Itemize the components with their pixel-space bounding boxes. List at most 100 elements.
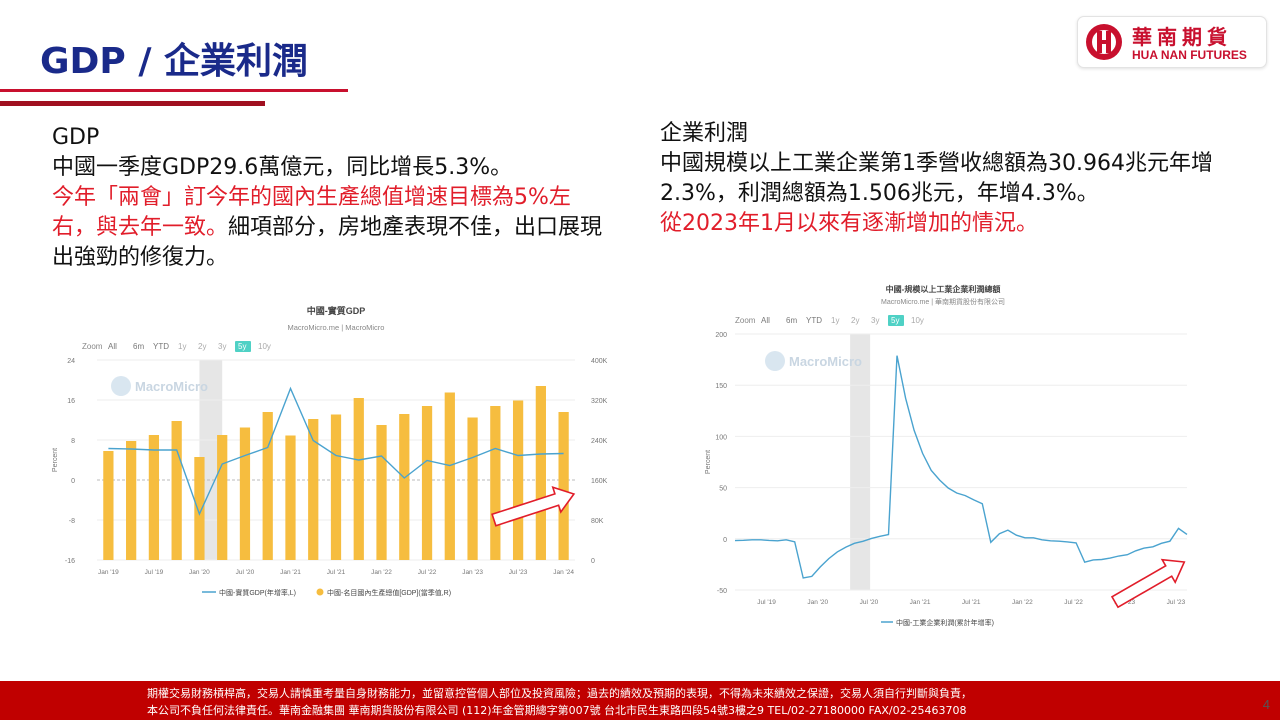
zoom-option-all: All: [108, 342, 117, 351]
zoom-selected-highlight: [235, 341, 251, 352]
real-gdp-chart: 中國-實質GDP MacroMicro.me | MacroMicro Zoom Al…: [52, 305, 608, 597]
x-tick-label: Jul '21: [327, 569, 346, 576]
gdp-text-block: GDP 中國一季度GDP29.6萬億元，同比增長5.3%。 今年「兩會」訂今年的…: [52, 123, 612, 273]
zoom-option-2y: 2y: [198, 342, 206, 351]
gdp-bar: [490, 406, 501, 560]
zoom-option-10y: 10y: [911, 316, 924, 325]
x-tick-label: Jan '21: [910, 599, 931, 606]
gdp-paragraph: 今年「兩會」訂今年的國內生產總值增速目標為5%左右，與去年一致。細項部分，房地產…: [52, 183, 612, 273]
gdp-bar: [126, 441, 137, 560]
disclaimer-line-2: 本公司不負任何法律責任。華南金融集團 華南期貨股份有限公司 (112)年金管期總…: [147, 704, 967, 717]
x-tick-label: Jan '24: [553, 569, 574, 576]
hua-nan-logo-icon: [1086, 24, 1122, 60]
zoom-selected-highlight: [888, 315, 904, 326]
zoom-label: Zoom: [82, 342, 103, 351]
zoom-option-2y: 2y: [851, 316, 859, 325]
y-axis-label: Percent: [705, 450, 712, 474]
gdp-detail: 細項部分，房地產表現不佳，出口展現出強勁的修復力。: [52, 215, 603, 270]
zoom-option-all: All: [761, 316, 770, 325]
zoom-option-1y: 1y: [178, 342, 186, 351]
zoom-option-ytd: YTD: [153, 342, 169, 351]
gdp-bar: [285, 435, 296, 560]
y-tick: 150: [715, 383, 727, 390]
profit-trend-highlight: 從2023年1月以來有逐漸增加的情況。: [660, 211, 1038, 236]
gdp-bar: [262, 412, 273, 560]
y-tick: 100: [715, 434, 727, 441]
profit-text-block: 企業利潤 中國規模以上工業企業第1季營收總額為30.964兆元年增2.3%，利潤…: [660, 119, 1275, 239]
y-tick-right: 0: [591, 558, 595, 565]
y-tick-right: 240K: [591, 438, 608, 445]
legend-bar-swatch: [316, 588, 324, 596]
logo-chinese-name: 華南期貨: [1132, 25, 1232, 49]
y-tick: 50: [719, 486, 727, 493]
gdp-bar: [444, 392, 455, 560]
x-tick-label: Jan '19: [98, 569, 119, 576]
zoom-option-5y: 5y: [238, 342, 246, 351]
zoom-label: Zoom: [735, 316, 756, 325]
gdp-summary: 中國一季度GDP29.6萬億元，同比增長5.3%。: [52, 155, 513, 180]
trend-arrow-icon: [1110, 558, 1186, 609]
x-tick-label: Jul '19: [757, 599, 776, 606]
y-tick-left: 8: [71, 438, 75, 445]
gdp-bar: [353, 398, 364, 560]
watermark-logo-icon: [111, 376, 131, 396]
y-tick-right: 320K: [591, 398, 608, 405]
y-tick-left: -8: [69, 518, 75, 525]
y-tick: 0: [723, 537, 727, 544]
company-logo: 華南期貨 HUA NAN FUTURES: [1077, 16, 1267, 68]
x-tick-label: Jul '19: [145, 569, 164, 576]
legend-entry: 中國-實質GDP(年增率,L): [219, 588, 296, 597]
industrial-profit-chart: 中國-規模以上工業企業利潤總額 MacroMicro.me | 華南期貨股份有限公…: [705, 284, 1188, 627]
gdp-bar: [308, 419, 319, 560]
x-tick-label: Jan '20: [807, 599, 828, 606]
title-underline: [0, 89, 348, 92]
y-tick-left: 16: [67, 398, 75, 405]
x-tick-label: Jul '22: [418, 569, 437, 576]
gdp-bar: [171, 421, 182, 560]
gdp-bar: [399, 414, 410, 560]
watermark-logo-icon: [765, 351, 785, 371]
real-gdp-growth-line: [108, 386, 564, 516]
y-tick-left: -16: [65, 558, 75, 565]
legend-entry: 中國-名目國內生產總值[GDP](當季值,R): [327, 588, 451, 597]
zoom-option-3y: 3y: [218, 342, 226, 351]
zoom-option-6m: 6m: [133, 342, 144, 351]
profit-summary: 中國規模以上工業企業第1季營收總額為30.964兆元年增2.3%，利潤總額為1.…: [660, 151, 1213, 206]
watermark-text: MacroMicro: [789, 354, 862, 369]
chart-title: 中國-規模以上工業企業利潤總額: [886, 284, 1001, 294]
trend-arrow-icon: [491, 485, 576, 527]
gdp-bar: [535, 386, 546, 560]
gdp-bar: [467, 417, 478, 560]
x-tick-label: Jan '23: [462, 569, 483, 576]
gdp-heading: GDP: [52, 125, 100, 150]
page-title: GDP / 企業利潤: [40, 41, 309, 82]
x-tick-label: Jul '22: [1064, 599, 1083, 606]
gdp-bar: [330, 414, 342, 560]
zoom-option-10y: 10y: [258, 342, 271, 351]
y-tick: -50: [717, 588, 727, 595]
x-tick-label: Jul '20: [860, 599, 879, 606]
recession-shading: [199, 360, 223, 560]
gdp-bar: [217, 435, 228, 560]
y-tick-right: 160K: [591, 478, 608, 485]
gdp-target-highlight: 今年「兩會」訂今年的國內生產總值增速目標為5%左右，與去年一致。: [52, 185, 571, 240]
zoom-option-ytd: YTD: [806, 316, 822, 325]
logo-english-name: HUA NAN FUTURES: [1132, 48, 1247, 62]
disclaimer-footer: 期權交易財務槓桿高，交易人請慎重考量自身財務能力，並留意控管個人部位及投資風險；…: [0, 681, 1280, 720]
zoom-option-6m: 6m: [786, 316, 797, 325]
x-tick-label: Jul '21: [962, 599, 981, 606]
zoom-option-1y: 1y: [831, 316, 839, 325]
chart-subtitle: MacroMicro.me | MacroMicro: [288, 323, 385, 332]
chart-subtitle: MacroMicro.me | 華南期貨股份有限公司: [881, 297, 1005, 306]
gdp-bar: [421, 406, 433, 560]
y-tick-right: 400K: [591, 358, 608, 365]
y-tick-left: 24: [67, 358, 75, 365]
gdp-bar: [103, 451, 114, 560]
page-number: 4: [1262, 697, 1270, 712]
recession-shading: [850, 334, 871, 590]
watermark-text: MacroMicro: [135, 379, 208, 394]
zoom-option-5y: 5y: [891, 316, 899, 325]
zoom-option-3y: 3y: [871, 316, 879, 325]
gdp-bar: [194, 457, 205, 560]
profit-heading: 企業利潤: [660, 121, 749, 146]
